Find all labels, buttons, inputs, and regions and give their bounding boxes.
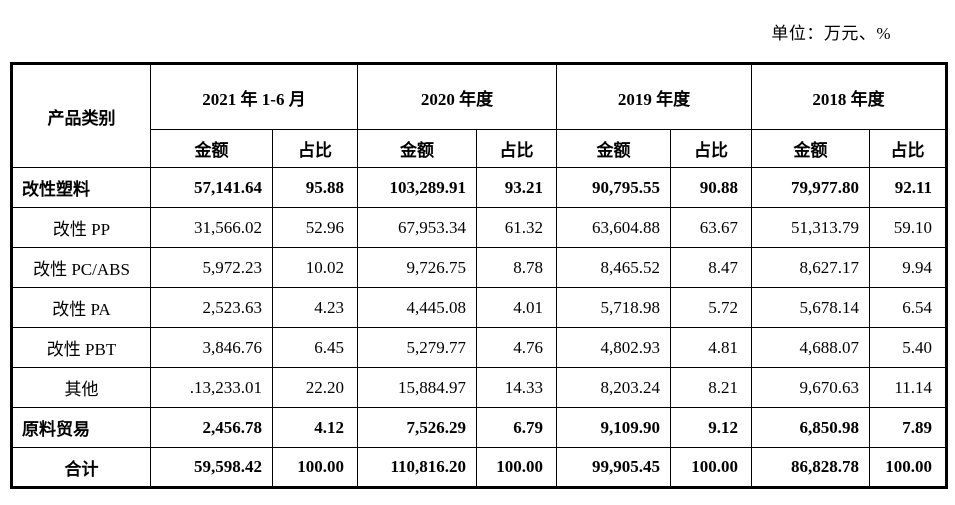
- ratio-cell: 14.33: [476, 367, 558, 408]
- row-label: 改性 PBT: [11, 327, 151, 368]
- table-row-modified-pa: 改性 PA 2,523.63 4.23 4,445.08 4.01 5,718.…: [11, 287, 948, 328]
- ratio-cell: 9.94: [869, 247, 948, 288]
- ratio-cell: 100.00: [476, 447, 558, 488]
- amount-cell: 9,726.75: [357, 247, 478, 288]
- amount-cell: .13,233.01: [150, 367, 273, 408]
- ratio-cell: 6.45: [271, 327, 359, 368]
- amount-cell: 86,828.78: [751, 447, 871, 488]
- ratio-cell: 63.67: [670, 207, 753, 248]
- row-label: 原料贸易: [11, 407, 151, 448]
- ratio-header: 占比: [271, 129, 359, 168]
- ratio-cell: 4.81: [670, 327, 753, 368]
- ratio-cell: 61.32: [476, 207, 558, 248]
- amount-cell: 8,627.17: [751, 247, 871, 288]
- amount-cell: 103,289.91: [357, 167, 478, 208]
- ratio-cell: 100.00: [670, 447, 753, 488]
- amount-cell: 63,604.88: [556, 207, 672, 248]
- amount-cell: 4,445.08: [357, 287, 478, 328]
- header-row-periods: 产品类别 2021 年 1-6 月 2020 年度 2019 年度 2018 年…: [11, 63, 948, 168]
- row-label: 合计: [11, 447, 151, 488]
- ratio-cell: 100.00: [869, 447, 948, 488]
- amount-cell: 67,953.34: [357, 207, 478, 248]
- period-header-2021: 2021 年 1-6 月: [149, 63, 359, 130]
- amount-cell: 5,279.77: [357, 327, 478, 368]
- ratio-cell: 11.14: [869, 367, 948, 408]
- amount-header: 金额: [556, 129, 672, 168]
- ratio-header: 占比: [670, 129, 753, 168]
- ratio-cell: 4.23: [271, 287, 359, 328]
- amount-cell: 3,846.76: [150, 327, 273, 368]
- period-header-2018: 2018 年度: [751, 63, 948, 130]
- amount-cell: 2,523.63: [150, 287, 273, 328]
- unit-label: 单位：万元、%: [771, 24, 891, 43]
- amount-cell: 110,816.20: [357, 447, 478, 488]
- amount-cell: 31,566.02: [150, 207, 273, 248]
- amount-cell: 8,465.52: [556, 247, 672, 288]
- table-row-modified-pcabs: 改性 PC/ABS 5,972.23 10.02 9,726.75 8.78 8…: [11, 247, 948, 288]
- ratio-cell: 52.96: [271, 207, 359, 248]
- amount-cell: 99,905.45: [556, 447, 672, 488]
- period-header-2019: 2019 年度: [556, 63, 753, 130]
- ratio-cell: 4.12: [271, 407, 359, 448]
- amount-cell: 4,688.07: [751, 327, 871, 368]
- amount-cell: 5,972.23: [150, 247, 273, 288]
- ratio-cell: 92.11: [869, 167, 948, 208]
- amount-cell: 9,670.63: [751, 367, 871, 408]
- amount-header: 金额: [357, 129, 478, 168]
- ratio-cell: 6.54: [869, 287, 948, 328]
- amount-cell: 59,598.42: [150, 447, 273, 488]
- ratio-cell: 95.88: [271, 167, 359, 208]
- ratio-cell: 5.40: [869, 327, 948, 368]
- ratio-cell: 7.89: [869, 407, 948, 448]
- ratio-cell: 10.02: [271, 247, 359, 288]
- table-row-modified-pbt: 改性 PBT 3,846.76 6.45 5,279.77 4.76 4,802…: [11, 327, 948, 368]
- ratio-header: 占比: [869, 129, 948, 168]
- amount-cell: 90,795.55: [556, 167, 672, 208]
- table-row-modified-pp: 改性 PP 31,566.02 52.96 67,953.34 61.32 63…: [11, 207, 948, 248]
- amount-cell: 7,526.29: [357, 407, 478, 448]
- ratio-cell: 8.21: [670, 367, 753, 408]
- table-row-modified-plastics: 改性塑料 57,141.64 95.88 103,289.91 93.21 90…: [11, 167, 948, 208]
- ratio-cell: 59.10: [869, 207, 948, 248]
- table-row-others: 其他 .13,233.01 22.20 15,884.97 14.33 8,20…: [11, 367, 948, 408]
- header-row-subcolumns: 金额 占比 金额 占比 金额 占比 金额 占比: [12, 129, 948, 168]
- row-label: 其他: [11, 367, 151, 408]
- amount-header: 金额: [751, 129, 871, 168]
- ratio-cell: 5.72: [670, 287, 753, 328]
- ratio-cell: 6.79: [476, 407, 558, 448]
- amount-cell: 9,109.90: [556, 407, 672, 448]
- amount-cell: 79,977.80: [751, 167, 871, 208]
- amount-cell: 8,203.24: [556, 367, 672, 408]
- amount-header: 金额: [150, 129, 273, 168]
- ratio-cell: 9.12: [670, 407, 753, 448]
- amount-cell: 15,884.97: [357, 367, 478, 408]
- ratio-header: 占比: [476, 129, 558, 168]
- ratio-cell: 100.00: [271, 447, 359, 488]
- ratio-cell: 93.21: [476, 167, 558, 208]
- table-row-total: 合计 59,598.42 100.00 110,816.20 100.00 99…: [11, 447, 948, 488]
- row-label: 改性 PC/ABS: [11, 247, 151, 288]
- amount-cell: 57,141.64: [150, 167, 273, 208]
- row-label: 改性塑料: [11, 167, 151, 208]
- row-label: 改性 PP: [11, 207, 151, 248]
- amount-cell: 4,802.93: [556, 327, 672, 368]
- ratio-cell: 90.88: [670, 167, 753, 208]
- amount-cell: 5,678.14: [751, 287, 871, 328]
- amount-cell: 6,850.98: [751, 407, 871, 448]
- ratio-cell: 4.76: [476, 327, 558, 368]
- corner-header: 产品类别: [11, 63, 151, 168]
- ratio-cell: 8.47: [670, 247, 753, 288]
- amount-cell: 51,313.79: [751, 207, 871, 248]
- period-header-2020: 2020 年度: [357, 63, 558, 130]
- ratio-cell: 8.78: [476, 247, 558, 288]
- ratio-cell: 4.01: [476, 287, 558, 328]
- amount-cell: 2,456.78: [150, 407, 273, 448]
- amount-cell: 5,718.98: [556, 287, 672, 328]
- ratio-cell: 22.20: [271, 367, 359, 408]
- revenue-by-product-table: 产品类别 2021 年 1-6 月 2020 年度 2019 年度 2018 年…: [10, 62, 949, 489]
- row-label: 改性 PA: [11, 287, 151, 328]
- table-row-raw-material-trade: 原料贸易 2,456.78 4.12 7,526.29 6.79 9,109.9…: [11, 407, 948, 448]
